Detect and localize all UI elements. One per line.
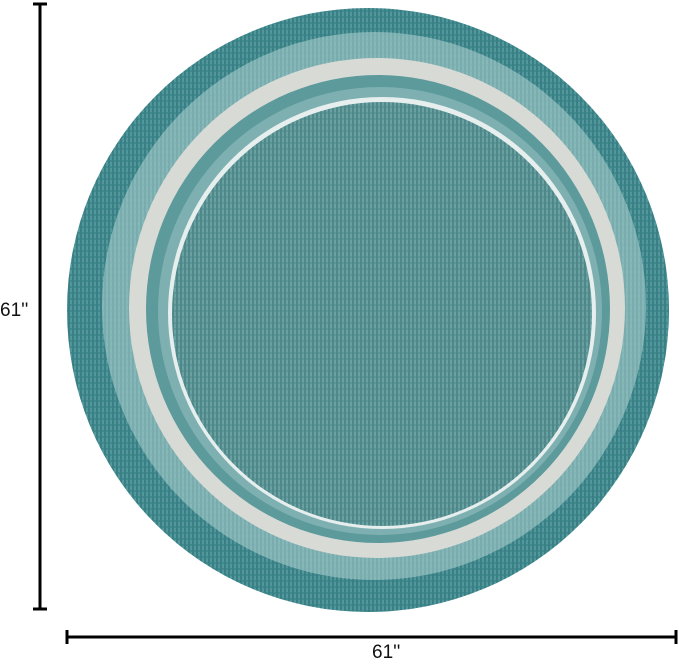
width-label: 61''	[372, 642, 401, 663]
height-dimension-line	[33, 2, 47, 611]
width-dimension-line	[65, 630, 678, 644]
round-rug	[67, 8, 669, 612]
height-label: 61''	[0, 300, 29, 321]
